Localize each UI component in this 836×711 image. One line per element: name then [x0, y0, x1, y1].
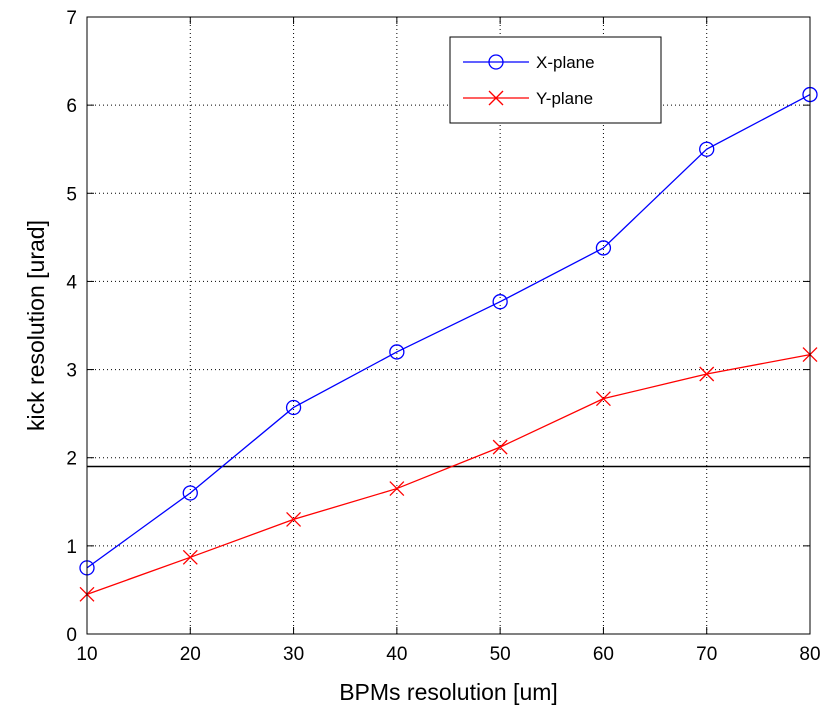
x-tick-label: 70 [696, 644, 717, 665]
x-tick-label: 20 [180, 644, 201, 665]
data-point-x-plane [389, 344, 405, 360]
legend-label-x-plane: X-plane [536, 53, 595, 72]
x-tick-label: 40 [386, 644, 407, 665]
y-tick-label: 2 [66, 449, 77, 470]
legend-marker-y-plane-stroke [488, 90, 504, 106]
data-point-y-plane-stroke [182, 549, 198, 565]
legend: X-plane Y-plane [449, 36, 662, 124]
plot-area-frame [86, 16, 811, 635]
legend-box [449, 36, 662, 124]
x-tick-label: 60 [593, 644, 614, 665]
data-point-y-plane [492, 439, 508, 455]
y-tick-label: 6 [66, 96, 77, 117]
y-tick-label: 7 [66, 8, 77, 29]
x-tick-label: 80 [799, 644, 820, 665]
data-point-y-plane [389, 481, 405, 497]
legend-marker-x-plane [488, 54, 504, 70]
y-tick-label: 3 [66, 361, 77, 382]
data-point-x-plane [182, 485, 198, 501]
data-point-x-plane [492, 294, 508, 310]
y-tick-label: 1 [66, 537, 77, 558]
data-point-x-plane [595, 240, 612, 256]
x-tick-label: 10 [76, 644, 97, 665]
data-point-y-plane [595, 391, 611, 407]
legend-label-y-plane: Y-plane [536, 89, 593, 108]
data-point-x-plane [285, 399, 302, 416]
data-point-y-plane [182, 549, 198, 565]
series-line-y-plane [86, 353, 811, 595]
legend-marker-y-plane [488, 90, 504, 106]
y-tick-label: 5 [66, 184, 77, 205]
data-point-y-plane-stroke [286, 511, 302, 527]
x-axis-label: BPMs resolution [um] [339, 679, 558, 705]
ticks: 10 20 30 40 50 60 70 80 0 1 2 3 4 5 6 7 [66, 8, 820, 665]
x-tick-label: 50 [490, 644, 511, 665]
data-point-y-plane-stroke [389, 481, 405, 497]
data-point-x-plane [699, 141, 715, 157]
data-point-y-plane-stroke [595, 391, 611, 407]
series-line-x-plane [86, 93, 811, 569]
data-point-y-plane [286, 511, 302, 527]
series-layer [79, 86, 818, 602]
y-tick-label: 4 [66, 272, 77, 293]
data-point-y-plane-stroke [492, 439, 508, 455]
data-point-y-plane [699, 366, 715, 382]
series-x-plane [79, 86, 818, 576]
y-tick-label: 0 [66, 625, 77, 646]
x-tick-label: 30 [283, 644, 304, 665]
data-point-y-plane-stroke [699, 366, 715, 382]
series-y-plane [79, 347, 818, 602]
grid [87, 17, 810, 634]
y-axis-label: kick resolution [urad] [23, 220, 49, 431]
